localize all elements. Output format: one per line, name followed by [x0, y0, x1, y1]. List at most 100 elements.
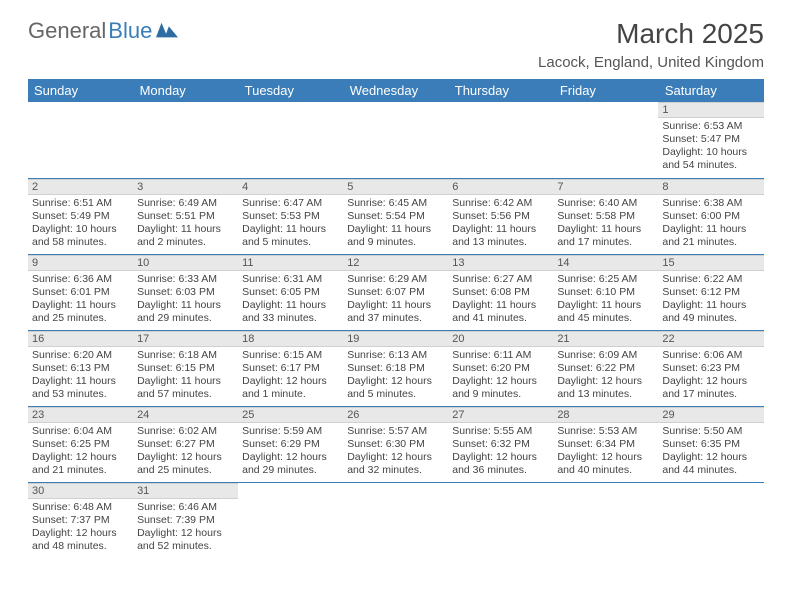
daylight-text: Daylight: 12 hours and 25 minutes. — [137, 451, 234, 477]
calendar-day-cell: 28Sunrise: 5:53 AMSunset: 6:34 PMDayligh… — [553, 406, 658, 482]
daylight-text: Daylight: 11 hours and 17 minutes. — [557, 223, 654, 249]
day-number: 23 — [28, 407, 133, 423]
sunset-text: Sunset: 6:17 PM — [242, 362, 339, 375]
calendar-day-cell: 10Sunrise: 6:33 AMSunset: 6:03 PMDayligh… — [133, 254, 238, 330]
sunrise-text: Sunrise: 6:38 AM — [662, 197, 759, 210]
day-details: Sunrise: 6:04 AMSunset: 6:25 PMDaylight:… — [28, 423, 133, 480]
weekday-header-row: SundayMondayTuesdayWednesdayThursdayFrid… — [28, 79, 764, 102]
calendar-day-cell — [553, 102, 658, 178]
sunset-text: Sunset: 6:10 PM — [557, 286, 654, 299]
day-number: 25 — [238, 407, 343, 423]
sunrise-text: Sunrise: 6:31 AM — [242, 273, 339, 286]
sunset-text: Sunset: 6:08 PM — [452, 286, 549, 299]
daylight-text: Daylight: 12 hours and 40 minutes. — [557, 451, 654, 477]
day-number: 17 — [133, 331, 238, 347]
day-number: 26 — [343, 407, 448, 423]
daylight-text: Daylight: 11 hours and 21 minutes. — [662, 223, 759, 249]
day-number: 2 — [28, 179, 133, 195]
day-number: 27 — [448, 407, 553, 423]
daylight-text: Daylight: 11 hours and 37 minutes. — [347, 299, 444, 325]
day-number: 6 — [448, 179, 553, 195]
day-number: 20 — [448, 331, 553, 347]
sunrise-text: Sunrise: 6:53 AM — [662, 120, 759, 133]
day-details: Sunrise: 6:48 AMSunset: 7:37 PMDaylight:… — [28, 499, 133, 556]
brand-part1: General — [28, 18, 106, 44]
calendar-day-cell: 29Sunrise: 5:50 AMSunset: 6:35 PMDayligh… — [658, 406, 763, 482]
calendar-day-cell: 11Sunrise: 6:31 AMSunset: 6:05 PMDayligh… — [238, 254, 343, 330]
calendar-day-cell: 30Sunrise: 6:48 AMSunset: 7:37 PMDayligh… — [28, 482, 133, 558]
day-details: Sunrise: 6:20 AMSunset: 6:13 PMDaylight:… — [28, 347, 133, 404]
sunset-text: Sunset: 6:30 PM — [347, 438, 444, 451]
sunrise-text: Sunrise: 6:11 AM — [452, 349, 549, 362]
calendar-day-cell: 4Sunrise: 6:47 AMSunset: 5:53 PMDaylight… — [238, 178, 343, 254]
daylight-text: Daylight: 11 hours and 41 minutes. — [452, 299, 549, 325]
sunset-text: Sunset: 6:05 PM — [242, 286, 339, 299]
daylight-text: Daylight: 12 hours and 48 minutes. — [32, 527, 129, 553]
sunrise-text: Sunrise: 6:49 AM — [137, 197, 234, 210]
day-details: Sunrise: 6:09 AMSunset: 6:22 PMDaylight:… — [553, 347, 658, 404]
calendar-day-cell: 19Sunrise: 6:13 AMSunset: 6:18 PMDayligh… — [343, 330, 448, 406]
day-number: 24 — [133, 407, 238, 423]
calendar-day-cell: 14Sunrise: 6:25 AMSunset: 6:10 PMDayligh… — [553, 254, 658, 330]
daylight-text: Daylight: 11 hours and 5 minutes. — [242, 223, 339, 249]
sunset-text: Sunset: 6:18 PM — [347, 362, 444, 375]
daylight-text: Daylight: 11 hours and 45 minutes. — [557, 299, 654, 325]
calendar-body: 1Sunrise: 6:53 AMSunset: 5:47 PMDaylight… — [28, 102, 764, 558]
day-details: Sunrise: 6:40 AMSunset: 5:58 PMDaylight:… — [553, 195, 658, 252]
calendar-day-cell — [658, 482, 763, 558]
day-details: Sunrise: 6:36 AMSunset: 6:01 PMDaylight:… — [28, 271, 133, 328]
calendar-day-cell: 2Sunrise: 6:51 AMSunset: 5:49 PMDaylight… — [28, 178, 133, 254]
sunset-text: Sunset: 6:01 PM — [32, 286, 129, 299]
day-number: 30 — [28, 483, 133, 499]
sunset-text: Sunset: 5:53 PM — [242, 210, 339, 223]
day-number: 16 — [28, 331, 133, 347]
daylight-text: Daylight: 12 hours and 44 minutes. — [662, 451, 759, 477]
sunset-text: Sunset: 6:15 PM — [137, 362, 234, 375]
sunset-text: Sunset: 6:00 PM — [662, 210, 759, 223]
day-details: Sunrise: 6:49 AMSunset: 5:51 PMDaylight:… — [133, 195, 238, 252]
day-details: Sunrise: 6:18 AMSunset: 6:15 PMDaylight:… — [133, 347, 238, 404]
brand-logo: GeneralBlue — [28, 18, 178, 44]
calendar-day-cell — [238, 102, 343, 178]
day-details: Sunrise: 6:06 AMSunset: 6:23 PMDaylight:… — [658, 347, 763, 404]
calendar-day-cell: 31Sunrise: 6:46 AMSunset: 7:39 PMDayligh… — [133, 482, 238, 558]
day-number: 29 — [658, 407, 763, 423]
day-number: 12 — [343, 255, 448, 271]
calendar-week-row: 30Sunrise: 6:48 AMSunset: 7:37 PMDayligh… — [28, 482, 764, 558]
calendar-day-cell: 15Sunrise: 6:22 AMSunset: 6:12 PMDayligh… — [658, 254, 763, 330]
sunrise-text: Sunrise: 6:36 AM — [32, 273, 129, 286]
sunrise-text: Sunrise: 5:57 AM — [347, 425, 444, 438]
day-number: 19 — [343, 331, 448, 347]
day-details: Sunrise: 6:29 AMSunset: 6:07 PMDaylight:… — [343, 271, 448, 328]
day-details: Sunrise: 6:27 AMSunset: 6:08 PMDaylight:… — [448, 271, 553, 328]
sunset-text: Sunset: 6:23 PM — [662, 362, 759, 375]
calendar-day-cell: 1Sunrise: 6:53 AMSunset: 5:47 PMDaylight… — [658, 102, 763, 178]
day-details: Sunrise: 6:33 AMSunset: 6:03 PMDaylight:… — [133, 271, 238, 328]
daylight-text: Daylight: 12 hours and 13 minutes. — [557, 375, 654, 401]
day-details: Sunrise: 6:22 AMSunset: 6:12 PMDaylight:… — [658, 271, 763, 328]
day-number: 28 — [553, 407, 658, 423]
flag-icon — [156, 22, 178, 40]
page-header: GeneralBlue March 2025 Lacock, England, … — [28, 18, 764, 71]
calendar-day-cell: 12Sunrise: 6:29 AMSunset: 6:07 PMDayligh… — [343, 254, 448, 330]
calendar-day-cell: 18Sunrise: 6:15 AMSunset: 6:17 PMDayligh… — [238, 330, 343, 406]
day-number: 15 — [658, 255, 763, 271]
sunset-text: Sunset: 6:35 PM — [662, 438, 759, 451]
sunrise-text: Sunrise: 5:55 AM — [452, 425, 549, 438]
day-details: Sunrise: 5:50 AMSunset: 6:35 PMDaylight:… — [658, 423, 763, 480]
sunset-text: Sunset: 6:29 PM — [242, 438, 339, 451]
sunrise-text: Sunrise: 6:47 AM — [242, 197, 339, 210]
day-details: Sunrise: 5:59 AMSunset: 6:29 PMDaylight:… — [238, 423, 343, 480]
day-details: Sunrise: 6:51 AMSunset: 5:49 PMDaylight:… — [28, 195, 133, 252]
calendar-day-cell — [133, 102, 238, 178]
daylight-text: Daylight: 11 hours and 13 minutes. — [452, 223, 549, 249]
sunset-text: Sunset: 5:56 PM — [452, 210, 549, 223]
sunset-text: Sunset: 6:32 PM — [452, 438, 549, 451]
day-details: Sunrise: 6:53 AMSunset: 5:47 PMDaylight:… — [658, 118, 763, 175]
day-details: Sunrise: 6:47 AMSunset: 5:53 PMDaylight:… — [238, 195, 343, 252]
daylight-text: Daylight: 12 hours and 52 minutes. — [137, 527, 234, 553]
sunset-text: Sunset: 5:49 PM — [32, 210, 129, 223]
day-details: Sunrise: 6:38 AMSunset: 6:00 PMDaylight:… — [658, 195, 763, 252]
sunrise-text: Sunrise: 6:18 AM — [137, 349, 234, 362]
sunrise-text: Sunrise: 6:40 AM — [557, 197, 654, 210]
